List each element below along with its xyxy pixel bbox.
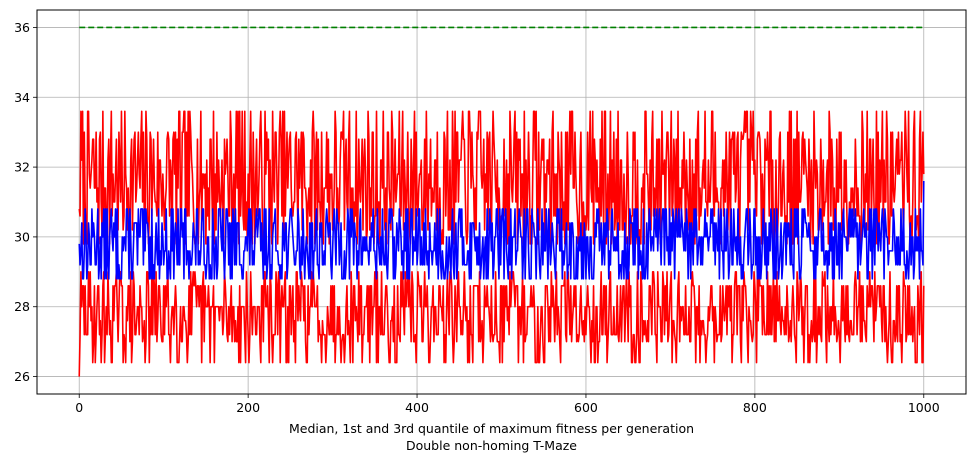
y-tick-label: 36: [14, 20, 30, 35]
lower-quantile-line: [78, 271, 925, 377]
x-tick-label: 800: [743, 400, 767, 415]
x-axis-sublabel: Double non-homing T-Maze: [406, 438, 577, 453]
y-tick-label: 34: [14, 90, 30, 105]
plot-frame: [36, 9, 967, 395]
x-axis-label: Median, 1st and 3rd quantile of maximum …: [289, 421, 694, 436]
y-tick-label: 30: [14, 229, 30, 244]
x-tick-label: 200: [236, 400, 260, 415]
series-layer: [78, 26, 925, 377]
y-tick-label: 32: [14, 160, 30, 175]
x-tick-label: 600: [574, 400, 598, 415]
x-tick-label: 1000: [908, 400, 940, 415]
median-line: [78, 181, 925, 280]
y-tick-label: 28: [14, 299, 30, 314]
axis-ticks: 0 200 400 600 800 1000 26 28 30 32 34 36: [14, 20, 940, 415]
x-tick-label: 400: [405, 400, 429, 415]
x-tick-label: 0: [75, 400, 83, 415]
y-tick-label: 26: [14, 369, 30, 384]
